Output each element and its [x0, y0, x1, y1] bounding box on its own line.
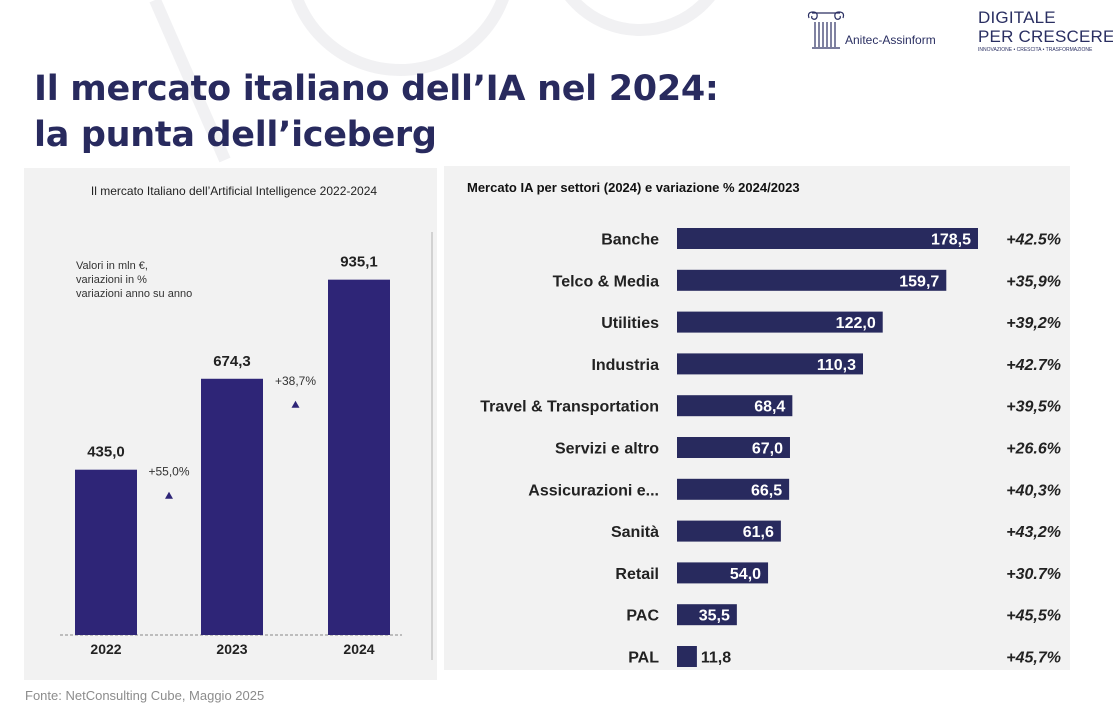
sector-value-label: 35,5 [699, 608, 730, 625]
sector-value-label: 54,0 [730, 566, 761, 583]
sector-change-label: +35,9% [1006, 273, 1061, 290]
yearly-market-chart: Il mercato Italiano dell’Artificial Inte… [60, 184, 433, 660]
sector-change-label: +40,3% [1006, 482, 1061, 499]
page-title-line-2: la punta dell’iceberg [34, 115, 437, 155]
yearly-chart-note-line: variazioni in % [76, 274, 147, 286]
sector-change-label: +45,5% [1006, 608, 1061, 625]
yearly-value-label: 935,1 [340, 254, 378, 271]
sector-category-label: Banche [601, 232, 659, 249]
sector-value-label: 11,8 [701, 650, 731, 667]
sector-bar [677, 604, 737, 626]
sector-category-label: Assicurazioni e... [528, 482, 659, 499]
sector-value-label: 159,7 [899, 273, 939, 290]
sector-category-label: Travel & Transportation [480, 399, 659, 416]
sector-bar [677, 437, 790, 458]
sector-change-label: +42.5% [1006, 232, 1061, 249]
digitale-logo-line-2: PER CRESCERE [978, 27, 1113, 46]
sector-change-label: +39,5% [1006, 399, 1061, 416]
sector-category-label: Telco & Media [553, 273, 659, 290]
sector-bar [677, 646, 697, 667]
sector-bar [677, 228, 978, 249]
sector-bar [677, 269, 947, 291]
page-title-line-1: Il mercato italiano dell’IA nel 2024: [34, 69, 719, 109]
sector-change-label: +45,7% [1006, 650, 1061, 667]
yearly-bar-2022 [75, 469, 137, 635]
sector-change-label: +43,2% [1006, 524, 1061, 541]
sector-change-label: +39,2% [1006, 315, 1061, 332]
sector-value-label: 68,4 [754, 399, 785, 416]
yearly-bar-2023 [201, 378, 263, 635]
sector-market-chart: Mercato IA per settori (2024) e variazio… [467, 180, 1061, 667]
yearly-chart-title: Il mercato Italiano dell’Artificial Inte… [91, 184, 377, 198]
source-note: Fonte: NetConsulting Cube, Maggio 2025 [25, 688, 265, 703]
sector-category-label: Utilities [601, 315, 659, 332]
sector-category-label: PAC [626, 608, 659, 625]
yearly-value-label: 435,0 [87, 444, 125, 461]
sector-change-label: +42.7% [1006, 357, 1061, 374]
anitec-assinform-logo-text: Anitec-Assinform [845, 33, 936, 47]
yearly-chart-note-line: Valori in mln €, [76, 260, 148, 272]
yearly-year-label: 2024 [343, 641, 374, 657]
digitale-logo-tagline: INNOVAZIONE • CRESCITA • TRASFORMAZIONE [978, 47, 1093, 53]
triangle-up-icon [291, 400, 300, 408]
page-title: Il mercato italiano dell’IA nel 2024: la… [34, 66, 719, 158]
sector-value-label: 110,3 [817, 357, 856, 374]
sector-category-label: Industria [591, 357, 659, 374]
triangle-up-icon [165, 491, 173, 499]
sector-market-chart-panel: Mercato IA per settori (2024) e variazio… [444, 166, 1070, 670]
sector-chart-title: Mercato IA per settori (2024) e variazio… [467, 180, 800, 195]
sector-category-label: PAL [628, 650, 659, 667]
sector-category-label: Retail [615, 566, 659, 583]
yearly-year-label: 2022 [90, 641, 121, 657]
sector-bar [677, 353, 863, 375]
sector-category-label: Sanità [611, 524, 659, 541]
sector-value-label: 67,0 [752, 441, 783, 458]
sector-value-label: 122,0 [836, 315, 876, 332]
sector-bar [677, 311, 883, 333]
sector-change-label: +30.7% [1006, 566, 1061, 583]
digitale-logo-line-1: DIGITALE [978, 8, 1056, 27]
yearly-growth-label: +55,0% [148, 465, 189, 479]
yearly-bar-2024 [328, 279, 390, 635]
yearly-chart-note-line: variazioni anno su anno [76, 288, 192, 300]
yearly-year-label: 2023 [216, 641, 247, 657]
sector-value-label: 66,5 [751, 482, 782, 499]
yearly-growth-label: +38,7% [275, 374, 316, 388]
yearly-market-chart-panel: Il mercato Italiano dell’Artificial Inte… [24, 168, 437, 680]
sector-change-label: +26.6% [1006, 441, 1061, 458]
sector-value-label: 61,6 [743, 524, 774, 541]
anitec-assinform-logo [807, 11, 845, 49]
sector-bar [677, 562, 769, 584]
digitale-per-crescere-logo: DIGITALE PER CRESCERE INNOVAZIONE • CRES… [978, 8, 1113, 53]
sector-category-label: Servizi e altro [555, 441, 659, 458]
sector-bar [677, 478, 790, 500]
sector-bar [677, 395, 793, 417]
ionic-column-icon [807, 11, 845, 49]
sector-bar [677, 520, 781, 542]
yearly-value-label: 674,3 [213, 353, 251, 370]
sector-value-label: 178,5 [931, 232, 971, 249]
